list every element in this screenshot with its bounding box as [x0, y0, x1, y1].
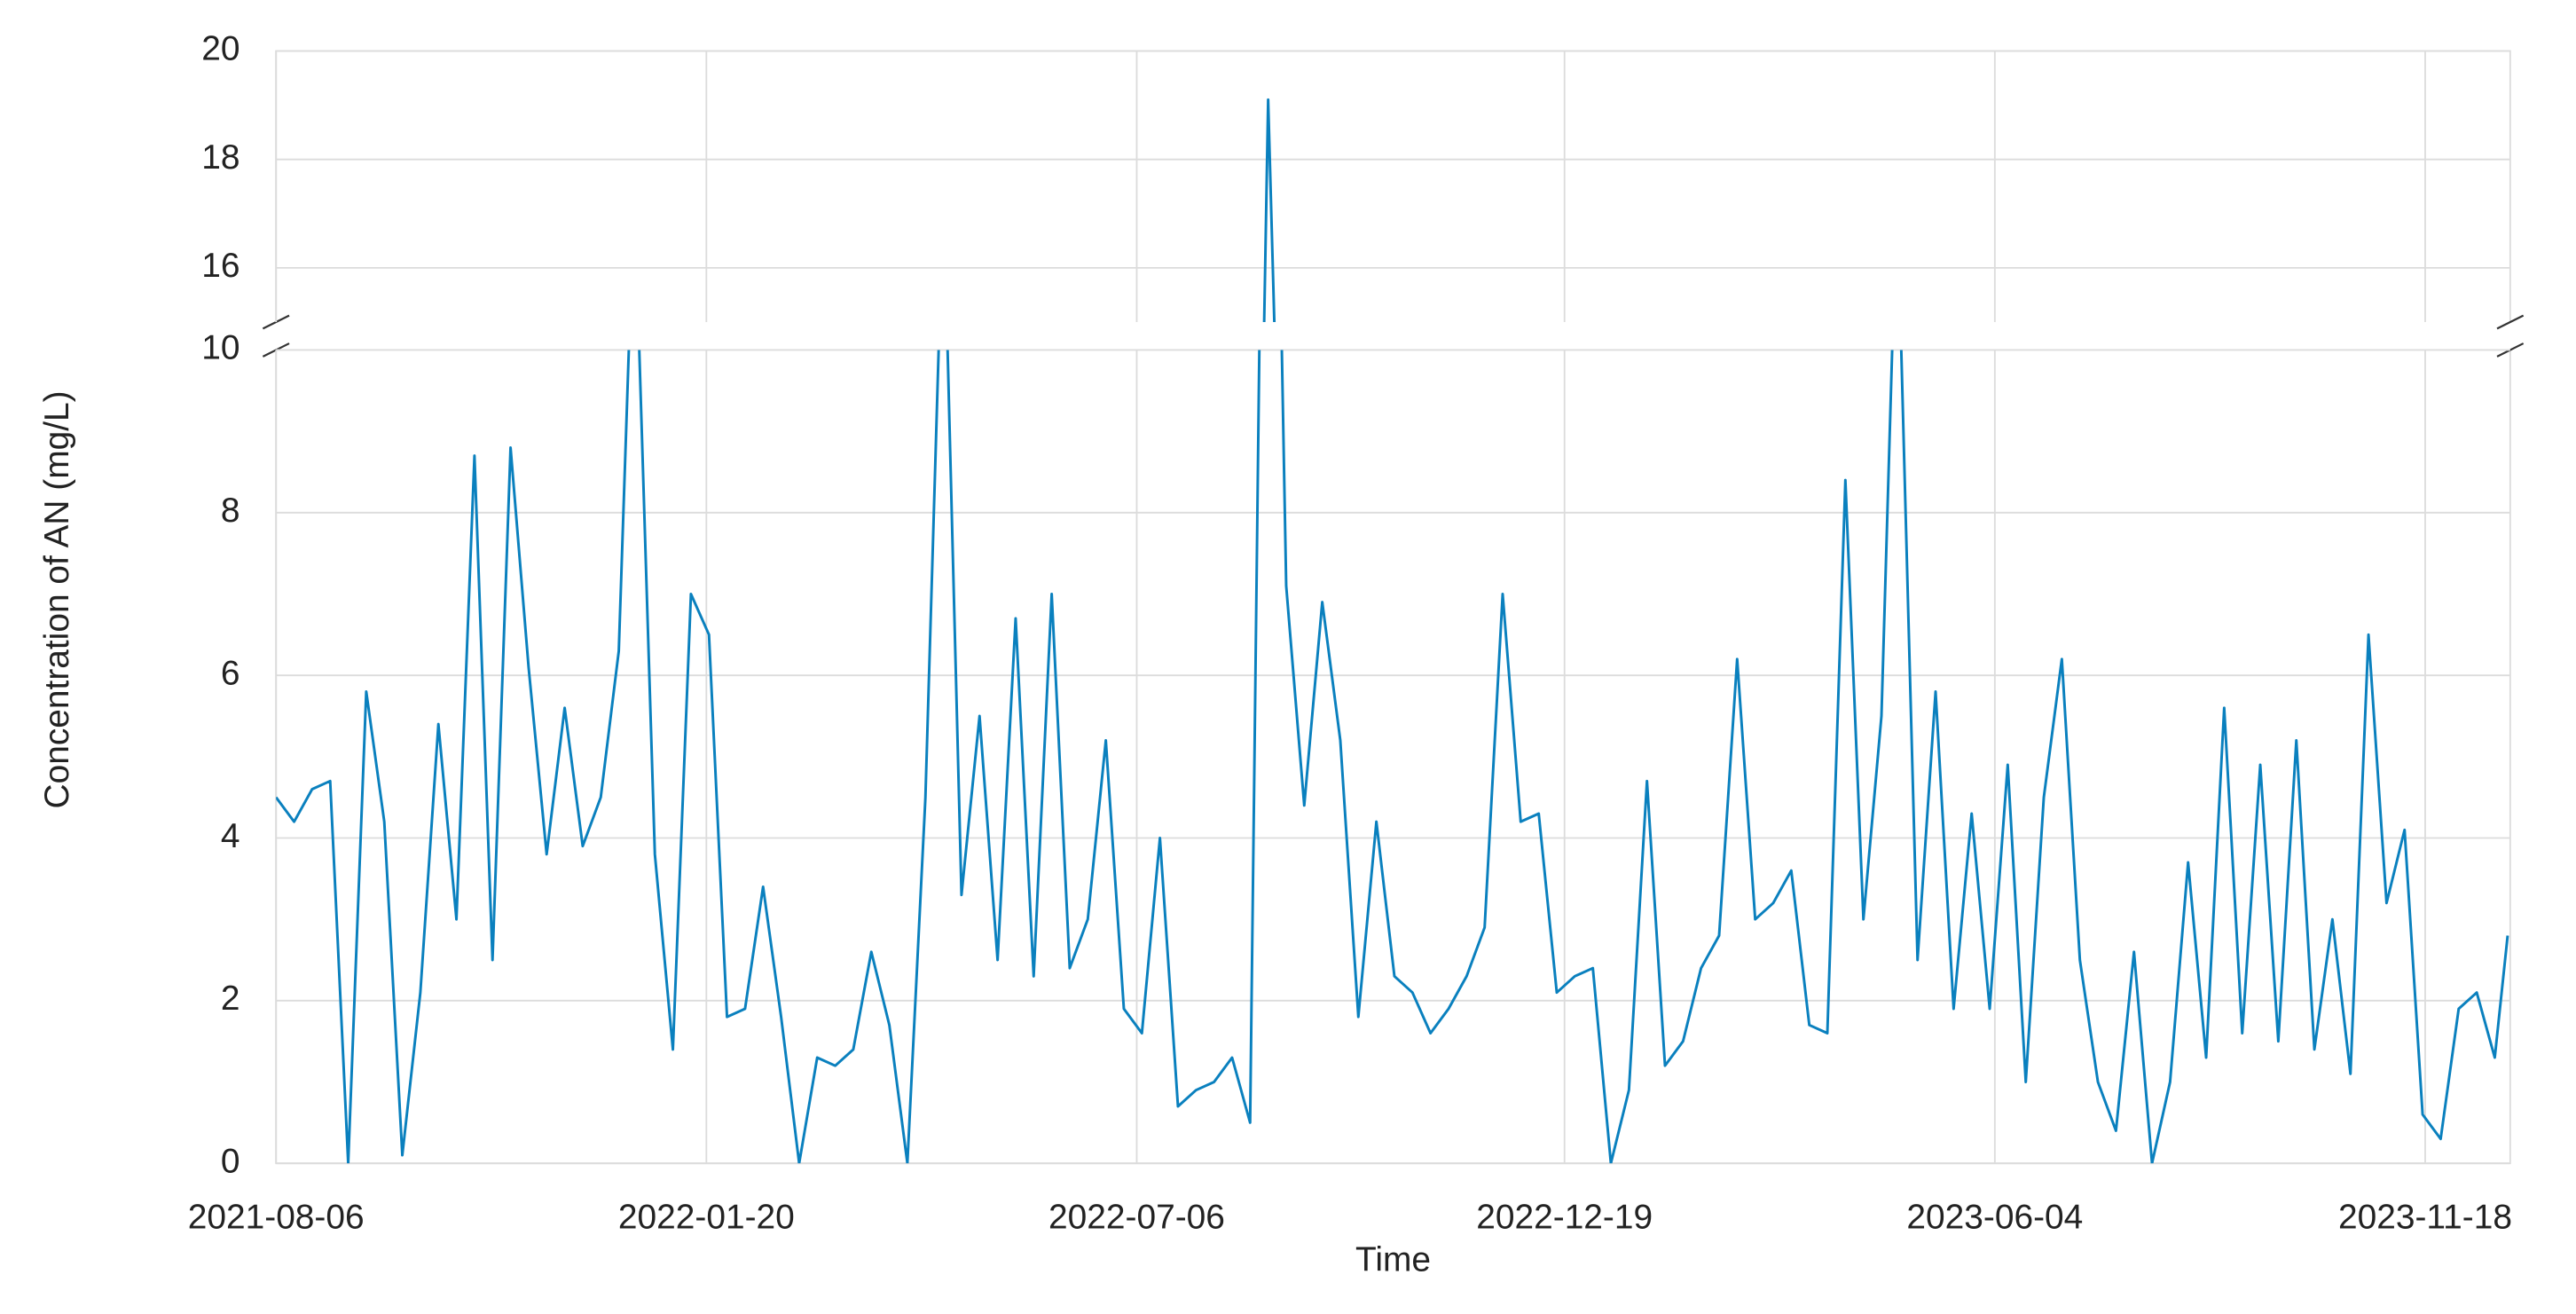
x-tick-label: 2023-06-04: [1906, 1198, 2083, 1236]
upper-frame: [275, 50, 2511, 322]
y-tick-label: 16: [201, 247, 240, 285]
y-tick-label: 6: [221, 654, 240, 692]
y-tick-label: 10: [201, 329, 240, 367]
x-axis-label: Time: [1355, 1241, 1431, 1279]
y-axis-label: Concentration of AN (mg/L): [38, 390, 76, 808]
y-tick-label: 18: [201, 138, 240, 177]
x-tick-label: 2022-12-19: [1476, 1198, 1653, 1236]
x-tick-label: 2023-11-18: [2338, 1198, 2512, 1236]
x-tick-label: 2021-08-06: [188, 1198, 365, 1236]
lower-frame: [275, 350, 2511, 1165]
data-line: [1262, 98, 1276, 322]
break-mark: [2496, 314, 2525, 330]
x-tick-label: 2022-07-06: [1048, 1198, 1225, 1236]
data-line: [276, 350, 2509, 1164]
y-tick-label: 2: [221, 980, 240, 1018]
y-tick-label: 4: [221, 817, 240, 855]
plot-frame: [275, 50, 2511, 1165]
x-tick-label: 2022-01-20: [618, 1198, 795, 1236]
y-tick-label: 0: [221, 1142, 240, 1180]
y-tick-label: 8: [221, 492, 240, 530]
y-tick-label: 20: [201, 30, 240, 68]
